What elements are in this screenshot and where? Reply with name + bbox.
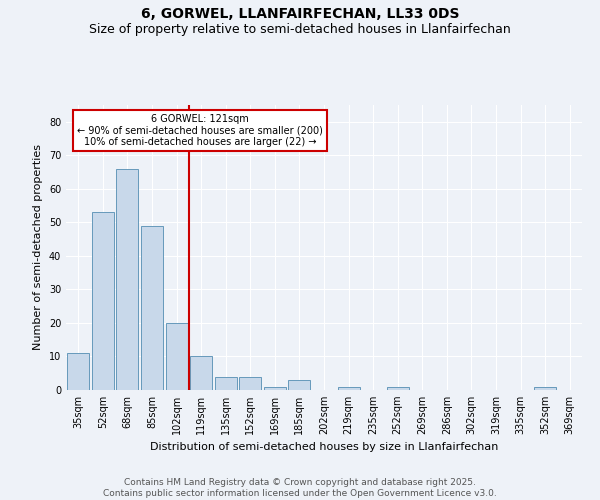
Bar [141, 226, 163, 390]
Bar [215, 376, 237, 390]
Bar [289, 380, 310, 390]
Text: Contains HM Land Registry data © Crown copyright and database right 2025.
Contai: Contains HM Land Registry data © Crown c… [103, 478, 497, 498]
Text: 6, GORWEL, LLANFAIRFECHAN, LL33 0DS: 6, GORWEL, LLANFAIRFECHAN, LL33 0DS [141, 8, 459, 22]
Bar [239, 376, 262, 390]
Bar [338, 386, 359, 390]
Bar [534, 386, 556, 390]
Bar [190, 356, 212, 390]
Bar [264, 386, 286, 390]
Text: Distribution of semi-detached houses by size in Llanfairfechan: Distribution of semi-detached houses by … [150, 442, 498, 452]
Bar [386, 386, 409, 390]
Bar [92, 212, 114, 390]
Bar [166, 323, 188, 390]
Text: 6 GORWEL: 121sqm
← 90% of semi-detached houses are smaller (200)
10% of semi-det: 6 GORWEL: 121sqm ← 90% of semi-detached … [77, 114, 323, 147]
Text: Size of property relative to semi-detached houses in Llanfairfechan: Size of property relative to semi-detach… [89, 22, 511, 36]
Y-axis label: Number of semi-detached properties: Number of semi-detached properties [33, 144, 43, 350]
Bar [116, 168, 139, 390]
Bar [67, 353, 89, 390]
